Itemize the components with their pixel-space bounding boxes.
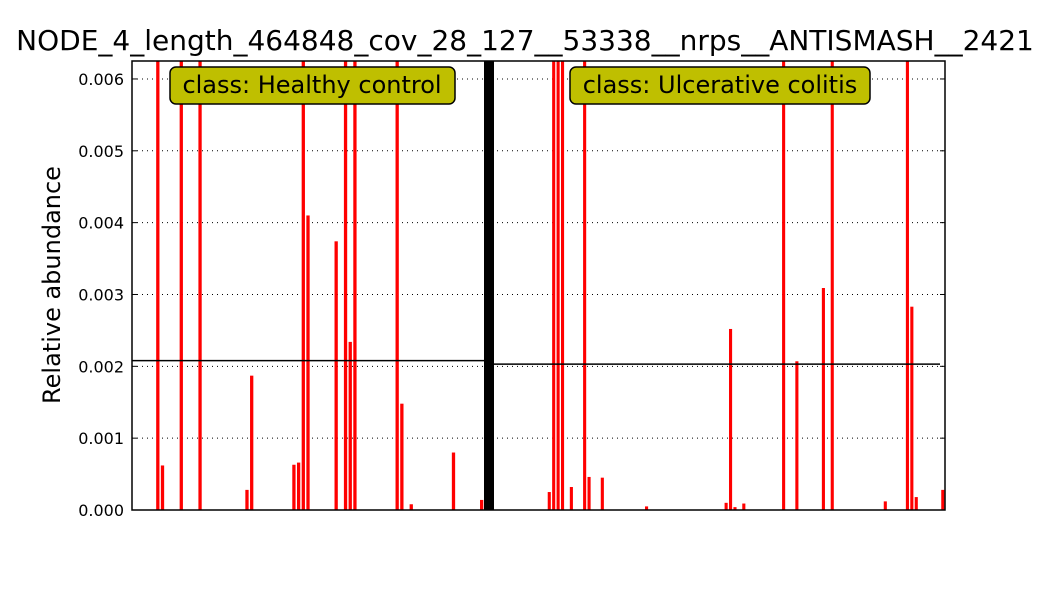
bar [409, 504, 413, 510]
bar [883, 501, 887, 510]
bar [910, 306, 914, 510]
bar [296, 462, 301, 510]
bar [821, 288, 825, 510]
bar [306, 215, 310, 510]
bar [301, 61, 305, 510]
y-axis-label: Relative abundance [38, 166, 66, 404]
class-label-uc: class: Ulcerative colitis [583, 71, 858, 99]
y-axis: 0.000 0.001 0.002 0.003 0.004 0.005 0.006 [78, 70, 945, 520]
y-tick-label: 0.000 [78, 501, 124, 520]
bar [343, 61, 348, 510]
bar [160, 465, 165, 510]
y-tick-label: 0.001 [78, 429, 124, 448]
bar [600, 477, 604, 510]
bar [941, 489, 945, 510]
bar [914, 497, 918, 510]
y-tick-label: 0.003 [78, 285, 124, 304]
bars [156, 61, 945, 510]
bar [348, 341, 352, 510]
bar [292, 464, 296, 510]
mean-lines [132, 359, 940, 365]
bar [742, 503, 746, 510]
bar [400, 403, 404, 510]
plot-frame [131, 60, 946, 511]
plot-background [132, 61, 945, 510]
bar [733, 507, 737, 510]
bar [556, 61, 560, 510]
bar [782, 61, 786, 510]
bar [156, 61, 160, 510]
chart-title: NODE_4_length_464848_cov_28_127__53338__… [16, 24, 1034, 57]
bar [830, 61, 834, 510]
y-tick-label: 0.004 [78, 214, 124, 233]
bar [395, 61, 399, 510]
bar [729, 328, 733, 510]
bar [547, 492, 551, 510]
class-divider [484, 61, 494, 510]
class-box-healthy: class: Healthy control [169, 66, 456, 105]
y-tick-label: 0.005 [78, 142, 124, 161]
class-box-uc: class: Ulcerative colitis [569, 66, 871, 105]
bar [569, 487, 573, 510]
y-tick-label: 0.002 [78, 357, 124, 376]
bar [724, 502, 728, 510]
bar [198, 61, 202, 510]
bar [250, 375, 254, 510]
bar [583, 61, 587, 510]
bar [587, 476, 591, 510]
bar [245, 489, 249, 510]
y-tick-label: 0.006 [78, 70, 124, 89]
bar [334, 241, 338, 510]
bar [905, 61, 909, 510]
bar [451, 452, 456, 510]
bar [353, 61, 357, 510]
bar [552, 61, 556, 510]
bar [560, 61, 565, 510]
bar [645, 506, 649, 510]
bar [480, 499, 484, 510]
bar [179, 61, 183, 510]
bar [795, 361, 799, 510]
class-label-healthy: class: Healthy control [182, 71, 441, 99]
